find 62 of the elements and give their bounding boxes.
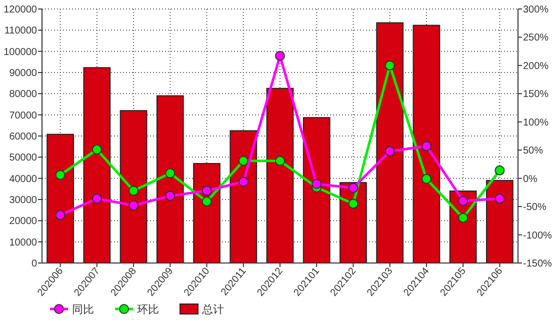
y2-tick-label: 150%	[523, 89, 549, 100]
y2-tick-label: 100%	[523, 117, 549, 128]
point	[202, 196, 212, 206]
point	[275, 50, 285, 61]
legend-label: 环比	[137, 302, 159, 316]
legend-label: 同比	[72, 302, 94, 316]
point	[312, 178, 322, 189]
bar	[376, 22, 404, 264]
y2-tick-label: -50%	[523, 202, 546, 214]
y2-tick-label: 250%	[523, 32, 549, 44]
bar	[230, 130, 258, 264]
y2-tick-label: 0%	[523, 174, 538, 185]
y-tick-label: 120000	[4, 4, 38, 16]
y2-tick-label: -150%	[523, 258, 552, 270]
point	[92, 194, 102, 204]
bar	[83, 67, 111, 264]
y-tick-label: 0	[31, 258, 38, 270]
point	[238, 176, 248, 187]
y-tick-label: 10000	[9, 237, 38, 248]
point	[202, 186, 212, 196]
y-tick-label: 40000	[9, 174, 38, 185]
y-tick-label: 60000	[9, 132, 38, 142]
point	[458, 196, 468, 206]
point	[55, 170, 66, 180]
bar	[156, 95, 184, 264]
point	[421, 174, 432, 184]
point	[165, 190, 176, 201]
y2-tick-label: 300%	[523, 4, 549, 16]
point	[275, 156, 285, 166]
point	[348, 198, 358, 209]
bar	[412, 24, 440, 264]
y-tick-label: 100000	[4, 46, 38, 58]
point	[384, 146, 395, 156]
bar	[266, 88, 294, 264]
y2-tick-label: -100%	[523, 230, 552, 242]
y-tick-label: 80000	[9, 89, 38, 100]
y2-tick-label: 50%	[523, 146, 544, 157]
bar	[302, 117, 330, 264]
point	[494, 165, 505, 176]
y-tick-label: 30000	[9, 195, 38, 206]
legend-label: 总计	[201, 302, 224, 316]
y2-tick-label: 200%	[523, 60, 549, 72]
point	[128, 186, 139, 196]
point	[92, 144, 102, 155]
y-tick-label: 70000	[9, 110, 38, 122]
y-tick-label: 110000	[4, 26, 38, 37]
point	[348, 182, 358, 193]
point	[55, 210, 66, 220]
point	[458, 212, 468, 223]
point	[384, 60, 395, 70]
y-tick-label: 50000	[9, 152, 38, 164]
point	[165, 168, 176, 178]
y-tick-label: 20000	[9, 216, 38, 228]
point	[494, 194, 505, 204]
bar	[120, 110, 148, 264]
point	[238, 156, 248, 166]
bar	[193, 163, 220, 264]
point	[421, 141, 432, 152]
y-tick-label: 90000	[9, 68, 38, 79]
bar	[486, 180, 514, 264]
bar	[46, 134, 74, 264]
point	[128, 200, 139, 210]
